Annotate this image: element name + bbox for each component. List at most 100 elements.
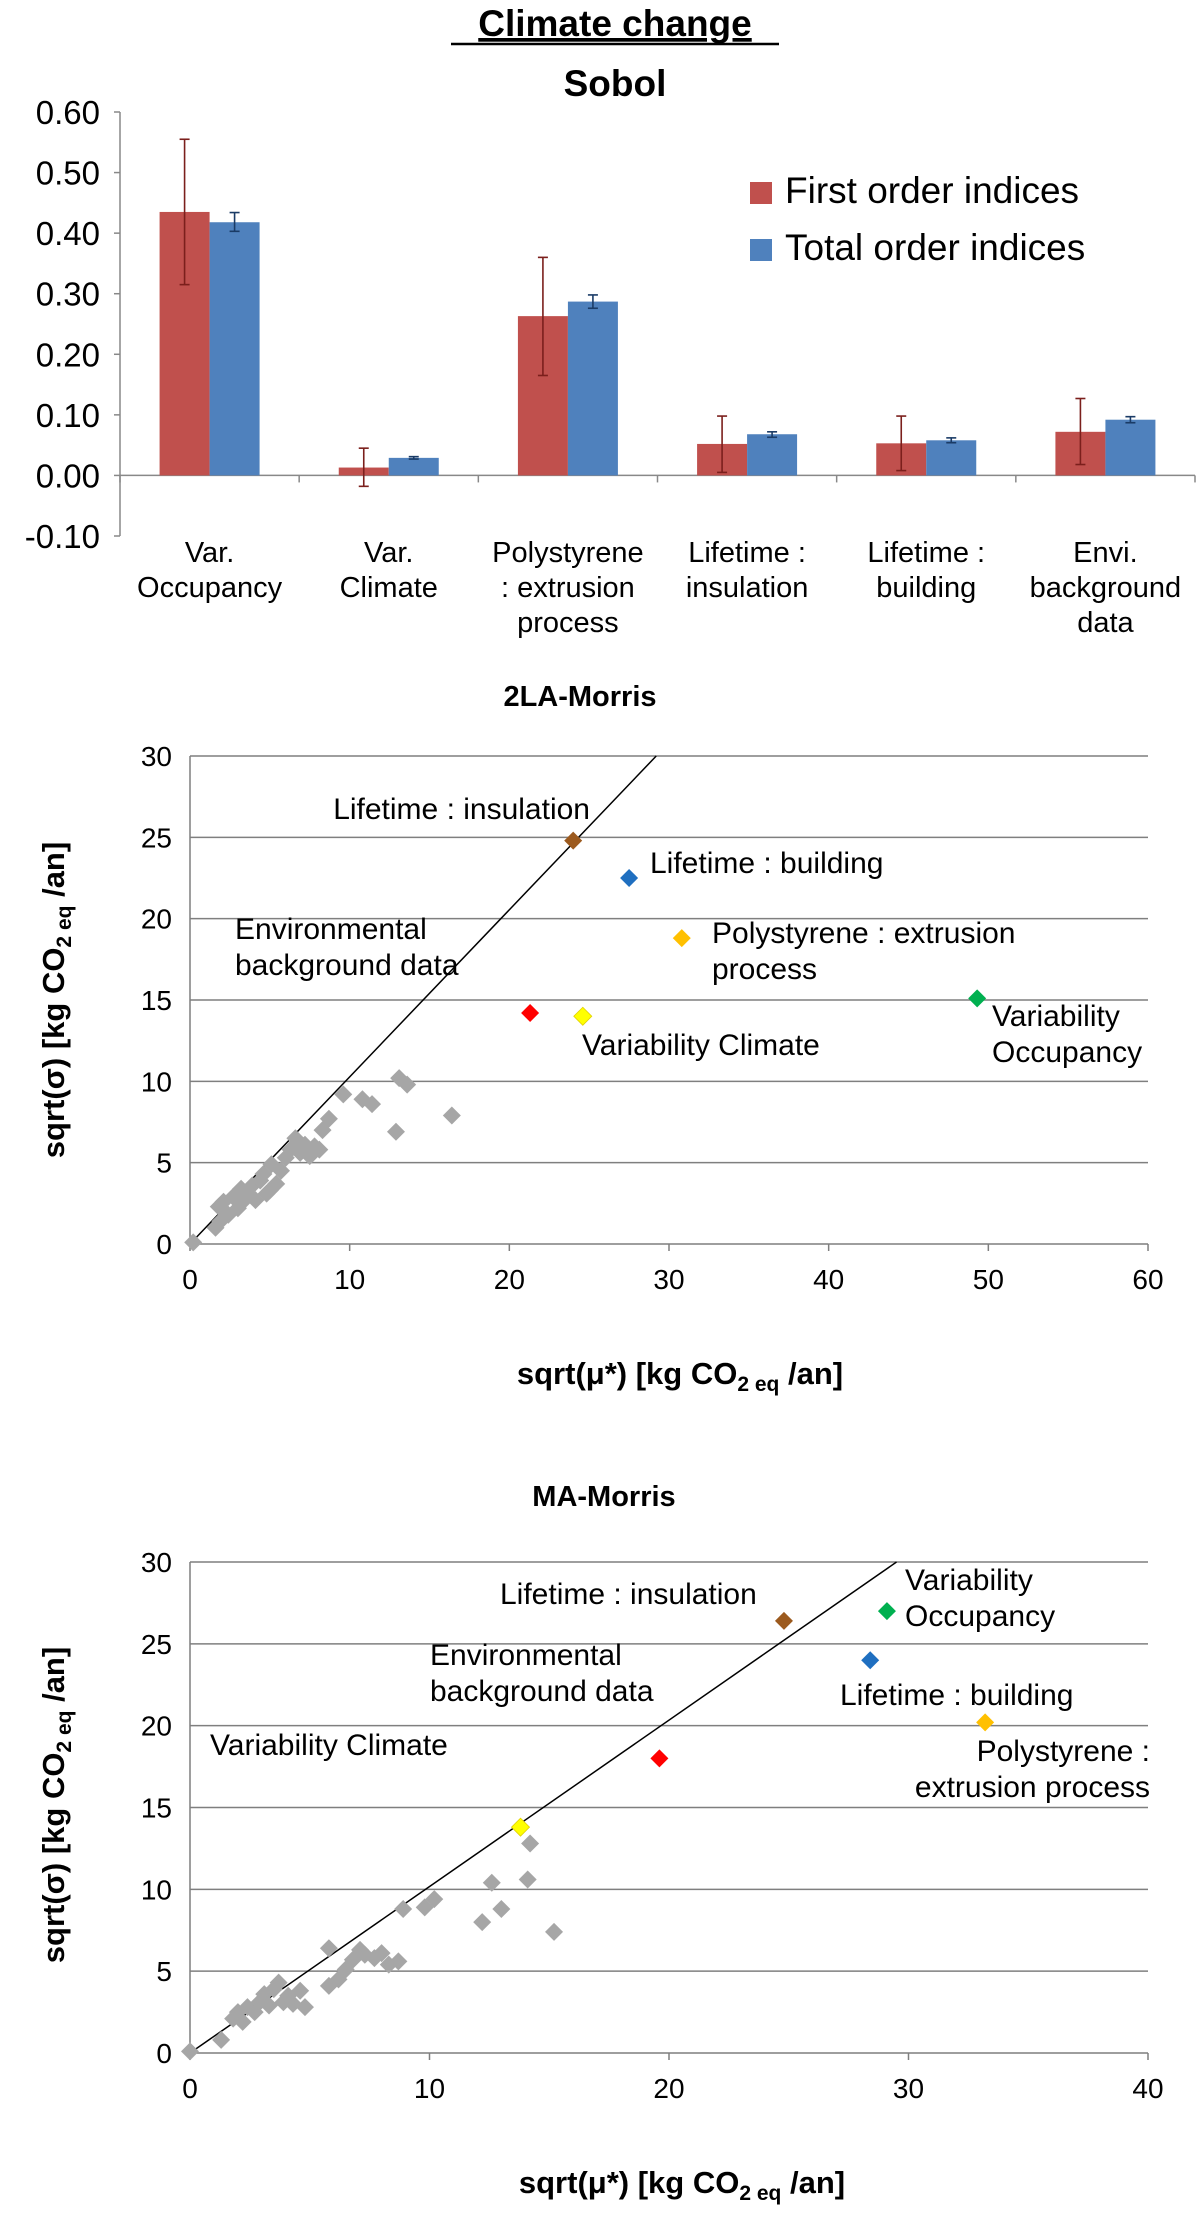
chart-title: 2LA-Morris <box>503 681 656 713</box>
x-tick-label: 40 <box>1132 2073 1163 2104</box>
category-label: building <box>876 572 976 604</box>
point-label: Environmental <box>430 1639 622 1672</box>
point-label: process <box>712 953 817 986</box>
scatter-point <box>260 1996 279 2015</box>
highlighted-point <box>774 1611 793 1630</box>
scatter-point <box>181 2042 199 2061</box>
y-tick-label: 0 <box>156 1229 172 1260</box>
x-tick-label: 60 <box>1132 1264 1163 1295</box>
scatter-point <box>353 1090 372 1109</box>
x-tick-label: 30 <box>893 2073 924 2104</box>
highlighted-point <box>573 1006 593 1026</box>
category-label: Lifetime : <box>688 537 806 569</box>
point-label: extrusion process <box>915 1771 1150 1804</box>
category-label: Climate <box>340 572 438 604</box>
x-tick-label: 20 <box>494 1264 525 1295</box>
scatter-point <box>386 1122 405 1141</box>
scatter-point <box>343 1950 362 1969</box>
y-axis-title-tail: /an] <box>36 1647 71 1711</box>
scatter-point <box>442 1106 461 1125</box>
x-axis-title: sqrt(μ*) [kg CO2 eq /an] <box>519 2165 845 2205</box>
y-axis-title-subscript: 2 eq <box>53 906 76 948</box>
highlighted-point <box>510 1817 531 1837</box>
y-axis-title-tail: /an] <box>36 842 71 906</box>
highlighted-point <box>861 1651 880 1670</box>
morris-ma-scatter: MA-Morris 0 5 10 15 20 25 30 0 10 20 30 40 Lifetime … <box>36 1481 1164 2205</box>
scatter-point <box>319 1109 338 1128</box>
category-label: Polystyrene <box>492 537 644 569</box>
y-tick-label: 0.10 <box>36 397 100 434</box>
scatter-point <box>319 1939 338 1958</box>
x-tick-label: 0 <box>182 2073 198 2104</box>
scatter-point <box>243 1176 262 1195</box>
scatter-point <box>389 1952 408 1971</box>
morris-ma-panel: MA-Morris 0 5 10 15 20 25 30 0 10 20 30 40 Lifetime … <box>0 1465 1200 2211</box>
category-label: process <box>517 607 619 639</box>
bar-total-order <box>209 222 260 476</box>
x-axis-title-subscript: 2 eq <box>737 1373 779 1396</box>
point-label: Environmental <box>235 913 427 946</box>
scatter-point <box>473 1913 492 1932</box>
morris-2la-panel: 2LA-Morris 0 5 10 15 20 25 30 0 10 20 30 40 50 60 Life… <box>0 660 1200 1420</box>
scatter-point <box>398 1075 417 1094</box>
highlighted-point <box>650 1749 669 1768</box>
y-tick-label: 0 <box>156 2038 172 2069</box>
legend-swatch <box>750 239 772 261</box>
highlighted-point <box>968 989 987 1008</box>
scatter-point <box>291 1981 310 2000</box>
x-tick-label: 10 <box>414 2073 445 2104</box>
y-tick-label: 30 <box>141 741 172 772</box>
y-axis-title: sqrt(σ) [kg CO2 eq /an] <box>36 842 76 1158</box>
x-axis-title-main: sqrt(μ*) [kg CO <box>517 1356 737 1391</box>
reference-line <box>189 1561 897 2054</box>
scatter-point <box>372 1944 391 1963</box>
x-axis-title-subscript: 2 eq <box>739 2182 781 2205</box>
point-label: Lifetime : building <box>650 847 883 880</box>
category-label: Var. <box>185 537 234 569</box>
point-label: Lifetime : building <box>840 1679 1073 1712</box>
scatter-point <box>492 1899 511 1918</box>
point-label: background data <box>235 949 459 982</box>
sobol-chart-panel: Climate change Sobol -0.10 0.00 0.10 0.20 0.… <box>0 0 1200 640</box>
x-axis-title-tail: /an] <box>781 2165 845 2200</box>
point-label: Variability <box>992 1000 1120 1033</box>
y-tick-label: 5 <box>156 1956 172 1987</box>
chart-title: Climate change <box>478 3 751 44</box>
point-label: Variability Climate <box>210 1729 448 1762</box>
category-label: Envi. <box>1073 537 1137 569</box>
legend-label: Total order indices <box>785 227 1085 268</box>
scatter-point <box>289 1134 308 1153</box>
category-label: Var. <box>364 537 413 569</box>
y-axis-title-main: sqrt(σ) [kg CO <box>36 1753 71 1964</box>
scatter-point <box>212 2030 231 2049</box>
point-label: Variability <box>905 1564 1033 1597</box>
scatter-point <box>482 1873 501 1892</box>
scatter-point <box>425 1890 444 1909</box>
scatter-point <box>184 1233 203 1252</box>
morris-2la-scatter: 2LA-Morris 0 5 10 15 20 25 30 0 10 20 30 40 50 60 Life… <box>36 681 1164 1396</box>
scatter-point <box>518 1870 537 1889</box>
point-label: background data <box>430 1675 654 1708</box>
scatter-point <box>245 2003 264 2022</box>
scatter-point <box>394 1899 413 1918</box>
x-tick-label: 10 <box>334 1264 365 1295</box>
y-tick-label: 20 <box>141 904 172 935</box>
scatter-point <box>355 1945 374 1964</box>
y-tick-label: 0.30 <box>36 276 100 313</box>
highlighted-point <box>564 831 583 850</box>
point-label: Polystyrene : <box>977 1735 1150 1768</box>
x-tick-label: 0 <box>182 1264 198 1295</box>
x-axis-title-tail: /an] <box>779 1356 843 1391</box>
scatter-point <box>310 1140 329 1159</box>
scatter-point <box>276 1148 295 1167</box>
y-tick-label: 5 <box>156 1148 172 1179</box>
y-tick-label: 0.00 <box>36 457 100 494</box>
point-label: Lifetime : insulation <box>333 793 590 826</box>
point-label: Lifetime : insulation <box>500 1578 757 1611</box>
scatter-point <box>233 2012 252 2031</box>
bar-total-order <box>1105 419 1156 476</box>
y-tick-label: 15 <box>141 1793 172 1824</box>
highlighted-point <box>620 869 639 887</box>
x-tick-label: 50 <box>973 1264 1004 1295</box>
point-label: Polystyrene : extrusion <box>712 917 1015 950</box>
